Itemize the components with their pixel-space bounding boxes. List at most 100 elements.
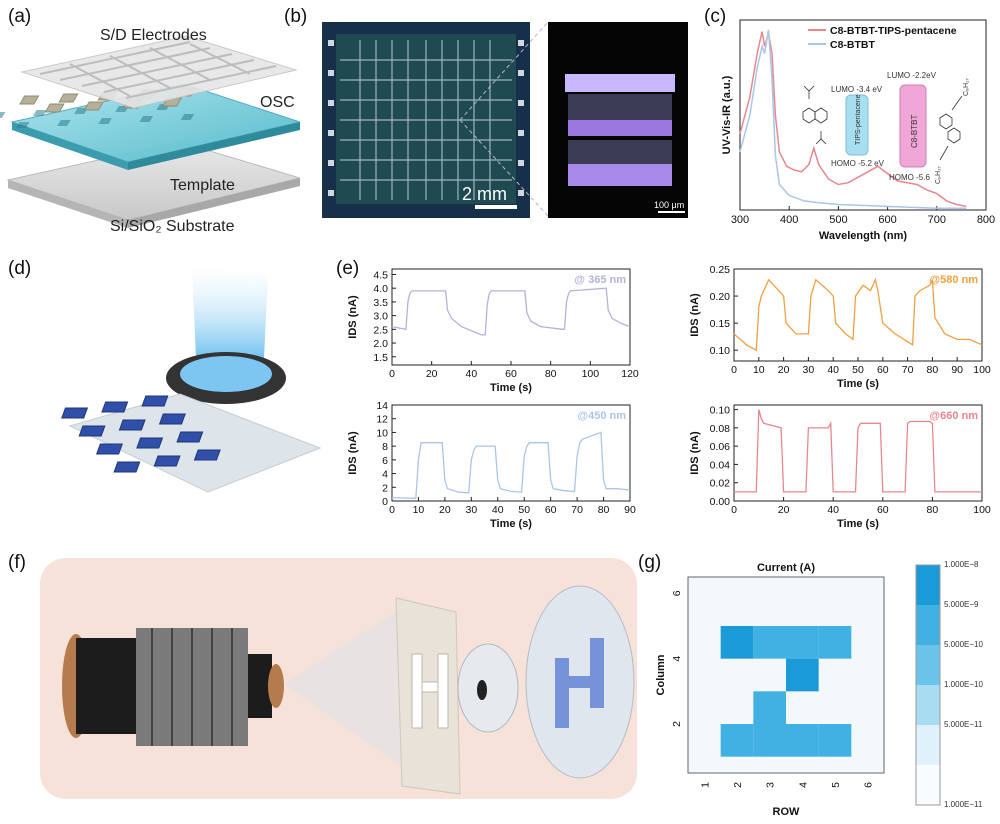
scale-bar-main-label: 2 mm	[462, 184, 507, 204]
x-tick-label: 2	[732, 782, 744, 788]
y-tick-label: 14	[376, 400, 388, 412]
tips-lumo-label: LUMO -3.4 eV	[831, 85, 883, 94]
c8-sub-bottom: C₈H₁₇	[935, 166, 942, 184]
series-line-0	[391, 431, 631, 499]
panel-label-b: (b)	[284, 6, 308, 27]
x-tick-label: 90	[624, 504, 636, 516]
heatmap-cell-6	[720, 724, 754, 757]
x-tick-label: 20	[778, 504, 790, 516]
x-tick-label: 60	[877, 364, 889, 376]
x-tick-label: 10	[753, 364, 765, 376]
photoresponse-charts: 0 20 40 60 80 100 1201.52.02.53.03.54.04.5Time…	[347, 264, 991, 530]
electrode-pattern	[39, 41, 277, 99]
imaging-system-illustration	[40, 558, 637, 799]
y-tick-label: 6	[671, 590, 683, 596]
plot-frame	[733, 404, 983, 502]
x-axis-label: Time (s)	[837, 378, 879, 390]
y-axis-label: Column	[655, 654, 667, 695]
plot-frame	[739, 19, 987, 211]
rotor-device	[62, 628, 284, 746]
layer-label-osc: OSC	[260, 94, 295, 111]
heatmap-cell-1	[753, 626, 786, 659]
x-tick-label: 120	[621, 368, 639, 380]
x-tick-label: 0	[389, 504, 395, 516]
panel-label-c: (c)	[704, 6, 727, 27]
c8-name-label: C8-BTBT	[910, 115, 919, 148]
uv-vis-chart: 300 400 500 600 700 800 Wavelength (nm) UV-Vis-…	[721, 19, 995, 242]
layer-label-template: Template	[170, 177, 235, 194]
panel-label-g: (g)	[638, 552, 662, 573]
device-layer-stack-illustration: S/D Electrodes OSC Template Si/SiO₂ Subs…	[0, 27, 300, 235]
y-tick-label: 4	[671, 656, 683, 662]
colorbar: 1.000E−8 5.000E−9 5.000E−10 1.000E−10 5.…	[915, 560, 983, 809]
c8-lumo-label: LUMO -2.2eV	[887, 71, 937, 80]
x-tick-label: 90	[951, 364, 963, 376]
x-tick-label: 1	[699, 782, 711, 788]
x-tick-label: 20	[426, 368, 438, 380]
x-tick-label: 30	[803, 364, 815, 376]
x-tick-label: 400	[780, 214, 798, 226]
colorbar-label-4: 1.000E−10	[944, 680, 983, 689]
c8-molecule-structure	[939, 95, 963, 161]
x-tick-label: 300	[731, 214, 749, 226]
x-tick-label: 600	[878, 214, 896, 226]
x-tick-label: 60	[545, 504, 557, 516]
y-axis-label: UV-Vis-IR (a.u.)	[721, 75, 733, 154]
y-axis-label: IDS (nA)	[689, 293, 701, 337]
x-tick-label: 80	[545, 368, 557, 380]
x-tick-label: 100	[973, 504, 991, 516]
contact-pads	[328, 40, 524, 196]
x-tick-label: 4	[797, 782, 809, 788]
series-line-0	[391, 287, 631, 336]
wavelength-annotation: @580 nm	[929, 274, 978, 286]
mask-h-pattern	[411, 653, 449, 729]
heatmap-cell-2	[786, 626, 819, 659]
x-tick-label: 70	[902, 364, 914, 376]
heatmap-cell-0	[720, 626, 754, 659]
x-tick-label: 100	[582, 368, 600, 380]
y-axis-label: IDS (nA)	[689, 431, 701, 475]
y-tick-label: 0	[382, 496, 388, 508]
series-line-0	[733, 277, 983, 352]
y-tick-label: 3.0	[373, 311, 388, 323]
pattern-mask	[395, 597, 461, 795]
device-array	[61, 395, 221, 473]
series-line-0	[734, 409, 982, 493]
y-tick-label: 0.02	[710, 478, 731, 490]
x-tick-label: 10	[413, 504, 425, 516]
x-tick-label: 800	[977, 214, 995, 226]
heatmap-cell-9	[818, 724, 852, 757]
colorbar-label-5: 5.000E−11	[944, 720, 983, 729]
x-axis-label: Time (s)	[837, 518, 879, 530]
heatmap-cell-3	[818, 626, 852, 659]
y-tick-label: 4	[382, 469, 388, 481]
x-tick-label: 80	[927, 364, 939, 376]
x-axis-label: Time (s)	[490, 518, 532, 530]
zoom-line-bottom	[459, 119, 549, 217]
x-axis-label: ROW	[773, 806, 801, 818]
x-tick-label: 0	[389, 368, 395, 380]
panel-label-e: (e)	[336, 258, 360, 279]
x-tick-label: 50	[518, 504, 530, 516]
x-axis-label: Wavelength (nm)	[819, 230, 908, 242]
y-tick-label: 0.25	[710, 264, 731, 276]
y-tick-label: 2.5	[373, 324, 388, 336]
x-axis-label: Time (s)	[490, 382, 532, 394]
x-tick-label: 60	[877, 504, 889, 516]
x-tick-label: 100	[973, 364, 991, 376]
optical-lens	[457, 643, 519, 733]
x-tick-label: 80	[927, 504, 939, 516]
x-tick-label: 700	[928, 214, 946, 226]
y-tick-label: 3.5	[373, 297, 388, 309]
y-tick-label: 2	[671, 721, 683, 727]
template-wells	[0, 104, 195, 128]
layer-label-substrate: Si/SiO₂ Substrate	[110, 218, 235, 235]
colorbar-label-6: 1.000E−11	[944, 800, 983, 809]
tips-level-box	[845, 94, 869, 156]
y-tick-label: 2	[382, 482, 388, 494]
y-tick-label: 0.04	[710, 459, 731, 471]
wavelength-annotation: @ 365 nm	[574, 274, 626, 286]
x-tick-label: 50	[852, 364, 864, 376]
x-tick-label: 40	[492, 504, 504, 516]
x-tick-label: 70	[571, 504, 583, 516]
